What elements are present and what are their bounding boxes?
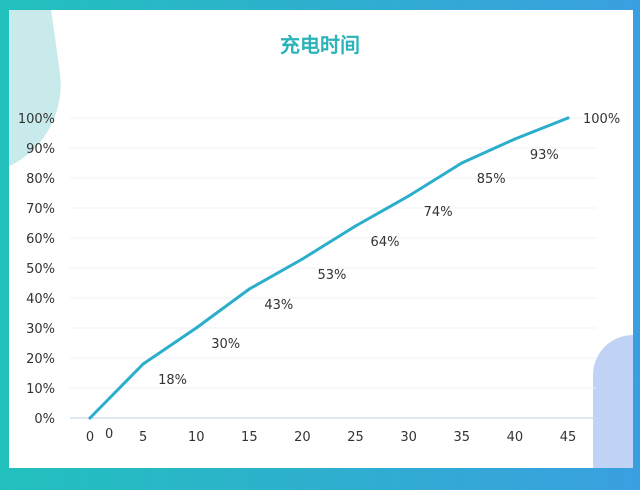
- data-point: [247, 287, 251, 291]
- data-label: 64%: [371, 235, 400, 250]
- data-label: 18%: [158, 373, 187, 388]
- grid-lines: [70, 117, 596, 389]
- slide-card: [9, 10, 633, 468]
- data-point: [194, 326, 198, 330]
- x-tick-label: 40: [507, 430, 524, 445]
- y-tick-label: 0%: [34, 412, 55, 427]
- x-tick-labels: 0 5 10 15 20 25 30 35 40 45: [86, 430, 576, 445]
- x-tick-label: 45: [560, 430, 577, 445]
- data-labels: 0 18% 30% 43% 53% 64% 74% 85% 93% 100%: [105, 112, 620, 442]
- y-tick-label: 90%: [26, 142, 55, 157]
- x-tick-label: 10: [188, 430, 205, 445]
- data-point: [513, 137, 517, 141]
- data-point: [460, 161, 464, 165]
- data-label: 100%: [583, 112, 620, 127]
- y-tick-label: 40%: [26, 292, 55, 307]
- x-tick-label: 15: [241, 430, 258, 445]
- data-label: 53%: [317, 268, 346, 283]
- data-label: 30%: [211, 337, 240, 352]
- x-tick-label: 20: [294, 430, 311, 445]
- decorative-leaf-right: [593, 335, 633, 468]
- y-tick-labels: 0% 10% 20% 30% 40% 50% 60% 70% 80% 90% 100%: [18, 112, 55, 427]
- chart-title: 充电时间: [280, 33, 360, 57]
- data-point: [88, 416, 92, 420]
- data-point: [407, 194, 411, 198]
- series-group: [88, 116, 570, 420]
- series-line: [88, 116, 570, 420]
- y-tick-label: 60%: [26, 232, 55, 247]
- data-label: 43%: [264, 298, 293, 313]
- y-tick-label: 80%: [26, 172, 55, 187]
- y-tick-label: 30%: [26, 322, 55, 337]
- x-tick-label: 0: [86, 430, 94, 445]
- data-point: [566, 116, 570, 120]
- y-tick-label: 50%: [26, 262, 55, 277]
- y-tick-label: 10%: [26, 382, 55, 397]
- y-tick-label: 20%: [26, 352, 55, 367]
- y-tick-label: 70%: [26, 202, 55, 217]
- data-point: [300, 257, 304, 261]
- data-point: [141, 362, 145, 366]
- data-label: 74%: [424, 205, 453, 220]
- data-label: 85%: [477, 172, 506, 187]
- data-point: [354, 224, 358, 228]
- x-tick-label: 30: [400, 430, 417, 445]
- x-tick-label: 25: [347, 430, 364, 445]
- y-tick-label: 100%: [18, 112, 55, 127]
- x-tick-label: 35: [454, 430, 471, 445]
- data-label: 0: [105, 427, 113, 442]
- data-label: 93%: [530, 148, 559, 163]
- x-tick-label: 5: [139, 430, 147, 445]
